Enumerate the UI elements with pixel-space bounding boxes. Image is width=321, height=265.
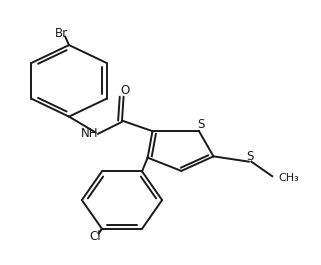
Text: Br: Br	[55, 26, 67, 40]
Text: S: S	[197, 118, 204, 131]
Text: S: S	[247, 150, 254, 164]
Text: Cl: Cl	[90, 230, 101, 243]
Text: NH: NH	[81, 127, 99, 140]
Text: O: O	[121, 83, 130, 97]
Text: CH₃: CH₃	[279, 173, 299, 183]
